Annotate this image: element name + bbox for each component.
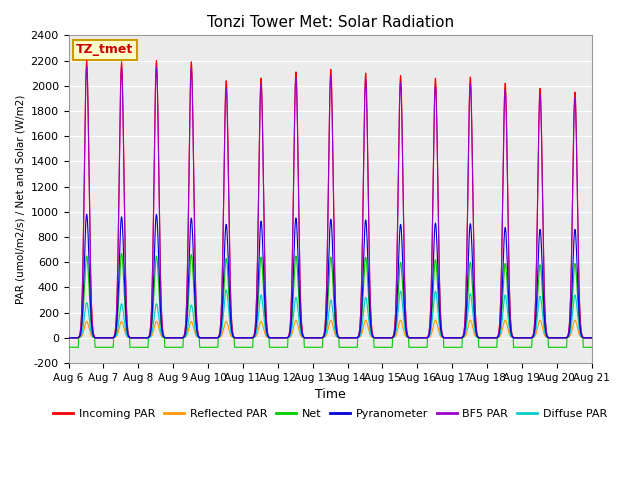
X-axis label: Time: Time bbox=[315, 388, 346, 401]
Y-axis label: PAR (umol/m2/s) / Net and Solar (W/m2): PAR (umol/m2/s) / Net and Solar (W/m2) bbox=[15, 95, 25, 304]
Title: Tonzi Tower Met: Solar Radiation: Tonzi Tower Met: Solar Radiation bbox=[207, 15, 454, 30]
Legend: Incoming PAR, Reflected PAR, Net, Pyranometer, BF5 PAR, Diffuse PAR: Incoming PAR, Reflected PAR, Net, Pyrano… bbox=[49, 404, 611, 423]
Text: TZ_tmet: TZ_tmet bbox=[76, 43, 134, 56]
